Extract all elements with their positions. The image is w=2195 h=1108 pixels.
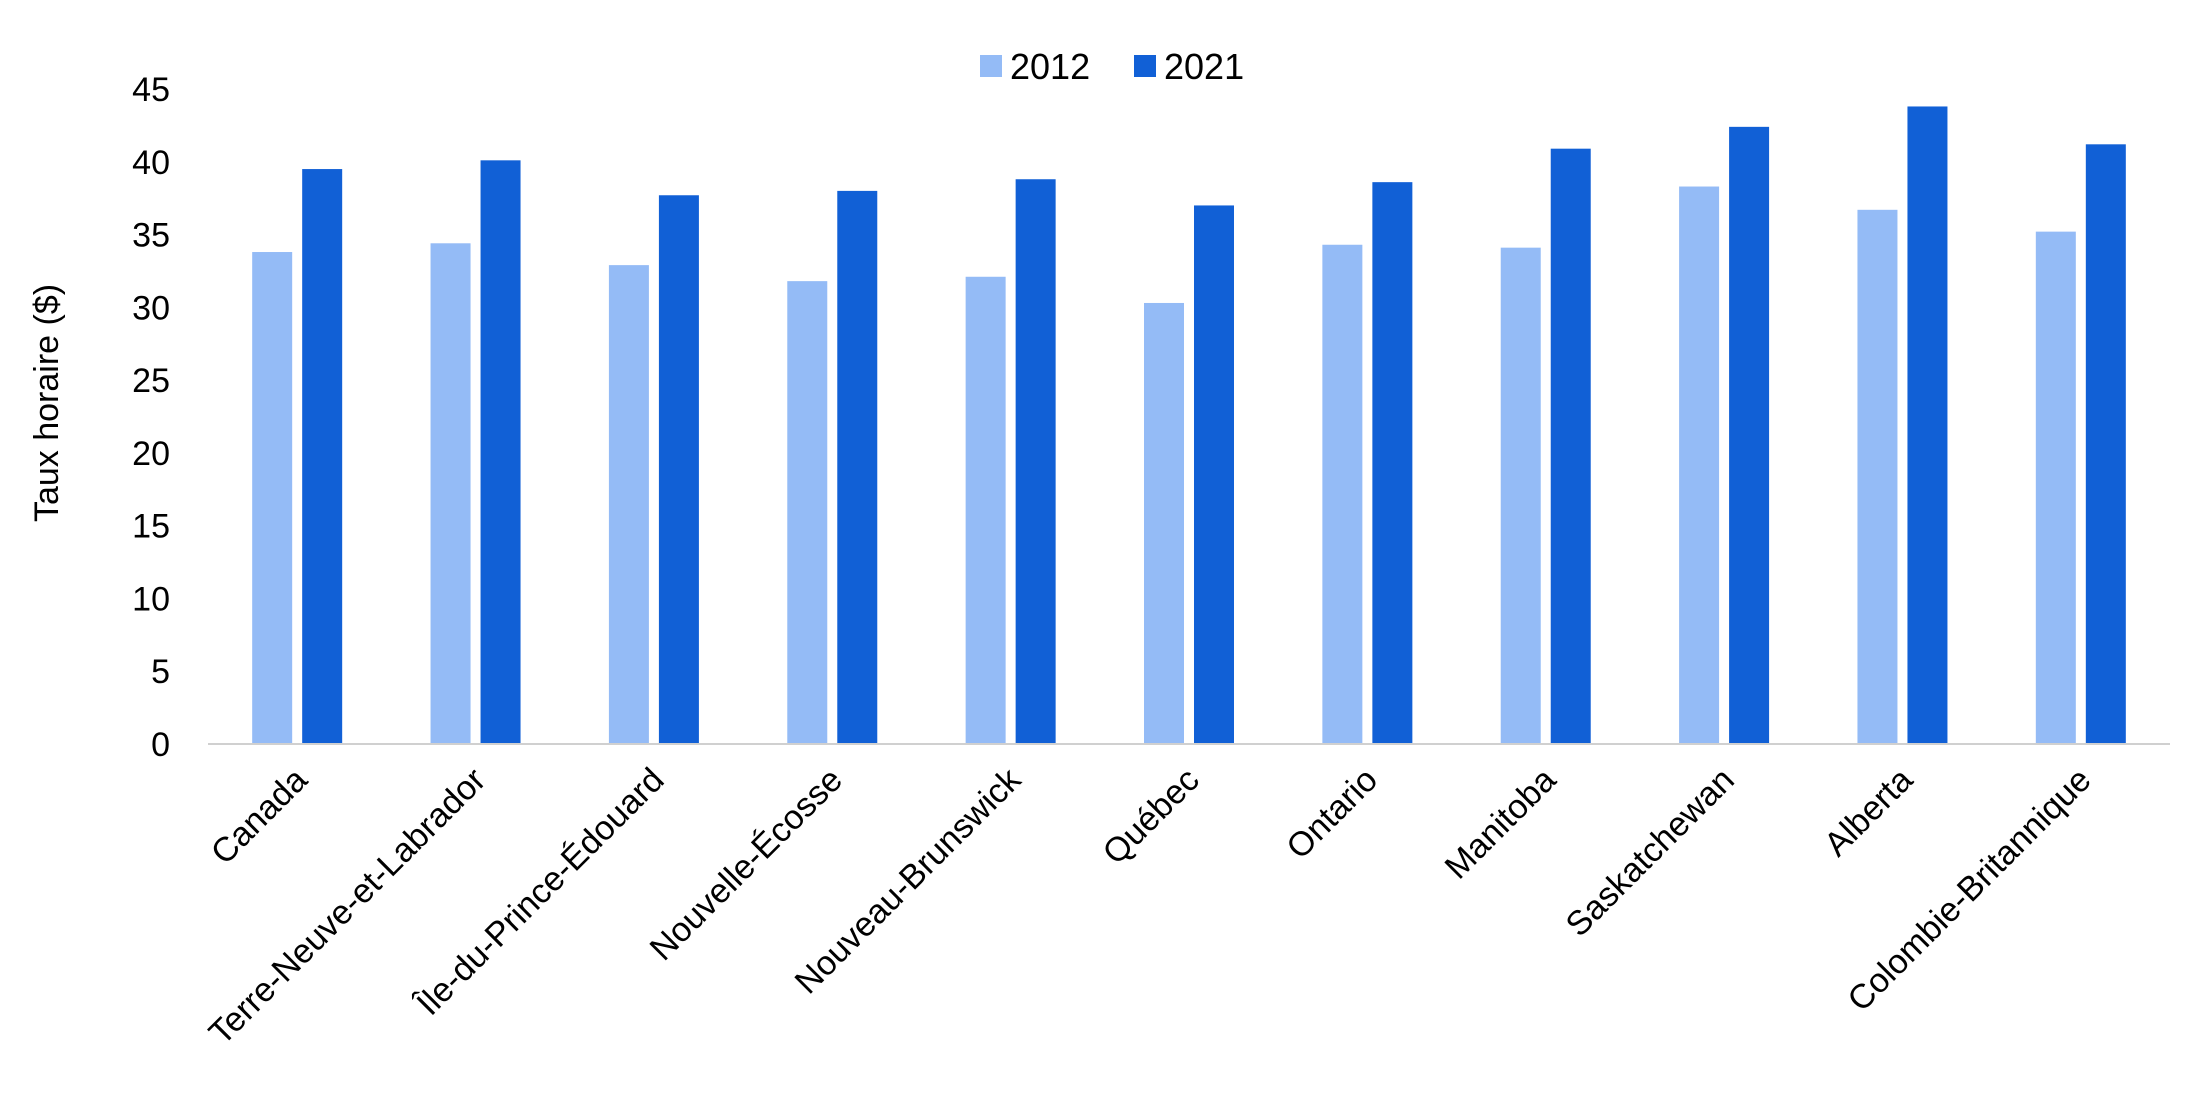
y-tick-label: 45 bbox=[132, 71, 170, 109]
bar-2012-9 bbox=[1857, 209, 1898, 745]
y-tick-label: 5 bbox=[151, 653, 170, 691]
bar-2021-10 bbox=[2085, 144, 2126, 745]
bar-2021-3 bbox=[837, 190, 878, 744]
bar-2012-6 bbox=[1322, 244, 1363, 744]
bar-2012-4 bbox=[965, 276, 1006, 744]
y-tick-label: 15 bbox=[132, 508, 170, 546]
bar-2012-2 bbox=[608, 265, 649, 744]
x-tick-label: Alberta bbox=[1817, 761, 1920, 864]
bars bbox=[252, 106, 2126, 745]
bar-2012-8 bbox=[1679, 186, 1720, 744]
bar-2012-0 bbox=[252, 252, 293, 744]
y-axis: 0 5 10 15 20 25 30 35 40 45 bbox=[132, 71, 170, 764]
legend-swatch-2021 bbox=[1134, 55, 1156, 77]
x-tick-label: Ontario bbox=[1279, 761, 1385, 867]
y-tick-label: 30 bbox=[132, 289, 170, 327]
y-tick-label: 40 bbox=[132, 144, 170, 182]
bar-2012-5 bbox=[1144, 302, 1184, 744]
bar-2021-6 bbox=[1372, 182, 1413, 745]
bar-2021-2 bbox=[658, 195, 699, 744]
legend-label-2021: 2021 bbox=[1164, 46, 1244, 87]
y-tick-label: 20 bbox=[132, 435, 170, 473]
bar-2012-1 bbox=[430, 243, 471, 745]
bar-2021-7 bbox=[1550, 148, 1591, 744]
legend-swatch-2012 bbox=[980, 55, 1002, 77]
bar-2021-4 bbox=[1015, 179, 1056, 744]
x-tick-label: Manitoba bbox=[1438, 761, 1564, 887]
bar-2012-3 bbox=[787, 281, 828, 744]
x-tick-label: Québec bbox=[1096, 761, 1207, 872]
legend-label-2012: 2012 bbox=[1010, 46, 1090, 87]
bar-2012-10 bbox=[2035, 231, 2076, 745]
y-axis-title: Taux horaire ($) bbox=[28, 284, 66, 522]
y-tick-label: 25 bbox=[132, 362, 170, 400]
x-tick-label: Saskatchewan bbox=[1559, 761, 1742, 944]
bar-2021-0 bbox=[302, 169, 343, 745]
bar-2021-5 bbox=[1194, 205, 1234, 744]
bar-2012-7 bbox=[1500, 247, 1541, 744]
x-tick-label: Nouvelle-Écosse bbox=[643, 761, 850, 968]
y-tick-label: 10 bbox=[132, 580, 170, 618]
legend: 2012 2021 bbox=[980, 46, 1244, 87]
x-axis: CanadaTerre-Neuve-et-LabradorÎle-du-Prin… bbox=[202, 743, 2170, 1052]
bar-2021-1 bbox=[480, 160, 521, 745]
x-tick-label: Canada bbox=[204, 761, 315, 872]
bar-2021-8 bbox=[1729, 126, 1770, 745]
y-tick-label: 35 bbox=[132, 217, 170, 255]
bar-2021-9 bbox=[1907, 106, 1948, 744]
y-tick-label: 0 bbox=[151, 726, 170, 764]
